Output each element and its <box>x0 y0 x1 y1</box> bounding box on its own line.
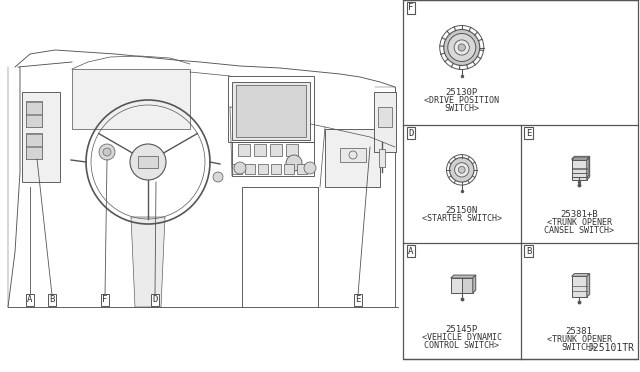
Bar <box>26 133 42 159</box>
Circle shape <box>458 44 465 51</box>
Circle shape <box>286 155 302 171</box>
Text: J25101TR: J25101TR <box>587 343 634 353</box>
Bar <box>232 82 310 140</box>
Polygon shape <box>451 278 462 293</box>
Text: <DRIVE POSITION: <DRIVE POSITION <box>424 96 499 105</box>
Bar <box>228 76 314 142</box>
Bar <box>22 92 60 182</box>
Bar <box>26 101 42 127</box>
Bar <box>271 164 281 174</box>
Polygon shape <box>572 276 587 297</box>
Polygon shape <box>572 158 589 160</box>
Bar <box>72 69 190 129</box>
Polygon shape <box>451 275 476 278</box>
Circle shape <box>99 144 115 160</box>
Bar <box>379 149 385 167</box>
Circle shape <box>458 166 465 173</box>
Circle shape <box>444 29 480 65</box>
Text: 25150N: 25150N <box>445 206 478 215</box>
Circle shape <box>234 162 246 174</box>
Bar <box>297 164 307 174</box>
Text: <STARTER SWITCH>: <STARTER SWITCH> <box>422 214 502 222</box>
Text: CANSEL SWITCH>: CANSEL SWITCH> <box>544 226 614 235</box>
Text: F: F <box>102 295 108 305</box>
Bar <box>238 144 250 156</box>
Polygon shape <box>572 156 589 159</box>
Text: SWITCH>: SWITCH> <box>444 104 479 113</box>
Text: 25381+B: 25381+B <box>561 210 598 219</box>
Text: 25381: 25381 <box>566 327 593 336</box>
Polygon shape <box>462 278 473 293</box>
Text: B: B <box>526 247 531 256</box>
Bar <box>232 142 314 176</box>
Text: B: B <box>49 295 54 305</box>
Polygon shape <box>131 217 165 307</box>
Bar <box>286 144 298 156</box>
Bar <box>254 144 266 156</box>
Circle shape <box>454 163 469 177</box>
Bar <box>26 147 42 159</box>
Circle shape <box>454 40 469 55</box>
Text: A: A <box>408 247 413 256</box>
Text: <TRUNK OPENER: <TRUNK OPENER <box>547 218 612 227</box>
Text: 25130P: 25130P <box>445 88 478 97</box>
Bar <box>236 85 306 137</box>
Polygon shape <box>473 275 476 293</box>
Circle shape <box>304 162 316 174</box>
Polygon shape <box>587 156 589 180</box>
Bar <box>138 156 158 168</box>
Text: <TRUNK OPENER: <TRUNK OPENER <box>547 335 612 344</box>
Bar <box>378 107 392 127</box>
Text: E: E <box>526 128 531 138</box>
Text: F: F <box>408 3 413 13</box>
Circle shape <box>130 144 166 180</box>
Polygon shape <box>572 273 589 276</box>
Bar <box>340 148 366 162</box>
Bar <box>284 164 294 174</box>
Polygon shape <box>572 160 587 177</box>
Circle shape <box>213 172 223 182</box>
Bar <box>0 0 402 372</box>
Bar <box>232 164 242 174</box>
Text: <VEHICLE DYNAMIC: <VEHICLE DYNAMIC <box>422 333 502 341</box>
Text: D: D <box>408 128 413 138</box>
Bar <box>26 134 42 146</box>
Polygon shape <box>587 158 589 177</box>
Text: 25145P: 25145P <box>445 324 478 334</box>
Text: D: D <box>152 295 157 305</box>
Polygon shape <box>587 273 589 297</box>
Bar <box>374 92 396 152</box>
Bar <box>325 129 380 187</box>
Polygon shape <box>572 159 587 180</box>
Bar <box>403 0 638 359</box>
Bar <box>258 164 268 174</box>
Bar <box>26 115 42 127</box>
Text: A: A <box>28 295 33 305</box>
Bar <box>245 164 255 174</box>
Circle shape <box>448 33 476 61</box>
Bar <box>270 144 282 156</box>
Bar <box>26 102 42 114</box>
Circle shape <box>449 158 474 182</box>
Text: CONTROL SWITCH>: CONTROL SWITCH> <box>424 340 499 350</box>
Circle shape <box>103 148 111 156</box>
Text: E: E <box>355 295 361 305</box>
Text: SWITCH>: SWITCH> <box>562 343 596 352</box>
